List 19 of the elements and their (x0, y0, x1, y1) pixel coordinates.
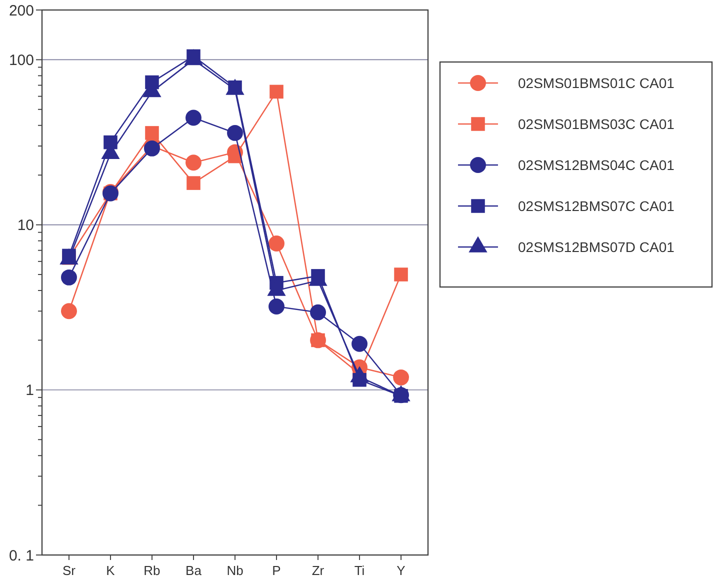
x-tick-label: K (106, 563, 116, 578)
x-tick-label: Nb (226, 563, 244, 578)
legend-label: 02SMS12BMS04C CA01 (518, 156, 675, 173)
y-tick-label: 0. 1 (8, 547, 34, 564)
y-tick-label: 100 (8, 52, 34, 69)
x-tick-label: Ti (354, 563, 365, 578)
legend-label: 02SMS12BMS07C CA01 (518, 198, 675, 214)
x-tick-label: Y (396, 563, 406, 578)
x-tick-label: Sr (62, 563, 76, 578)
y-tick-label: 200 (8, 2, 34, 20)
x-tick-label: P (272, 563, 281, 578)
legend-label: 02SMS12BMS07D CA01 (518, 238, 675, 255)
legend-label: 02SMS01BMS01C CA01 (518, 74, 675, 91)
y-tick-label: 10 (17, 217, 34, 234)
x-tick-label: Zr (312, 563, 325, 578)
x-tick-label: Ba (186, 563, 202, 578)
x-tick-label: Rb (144, 563, 160, 578)
legend-label: 02SMS01BMS03C CA01 (518, 116, 675, 132)
y-tick-label: 1 (26, 382, 34, 400)
